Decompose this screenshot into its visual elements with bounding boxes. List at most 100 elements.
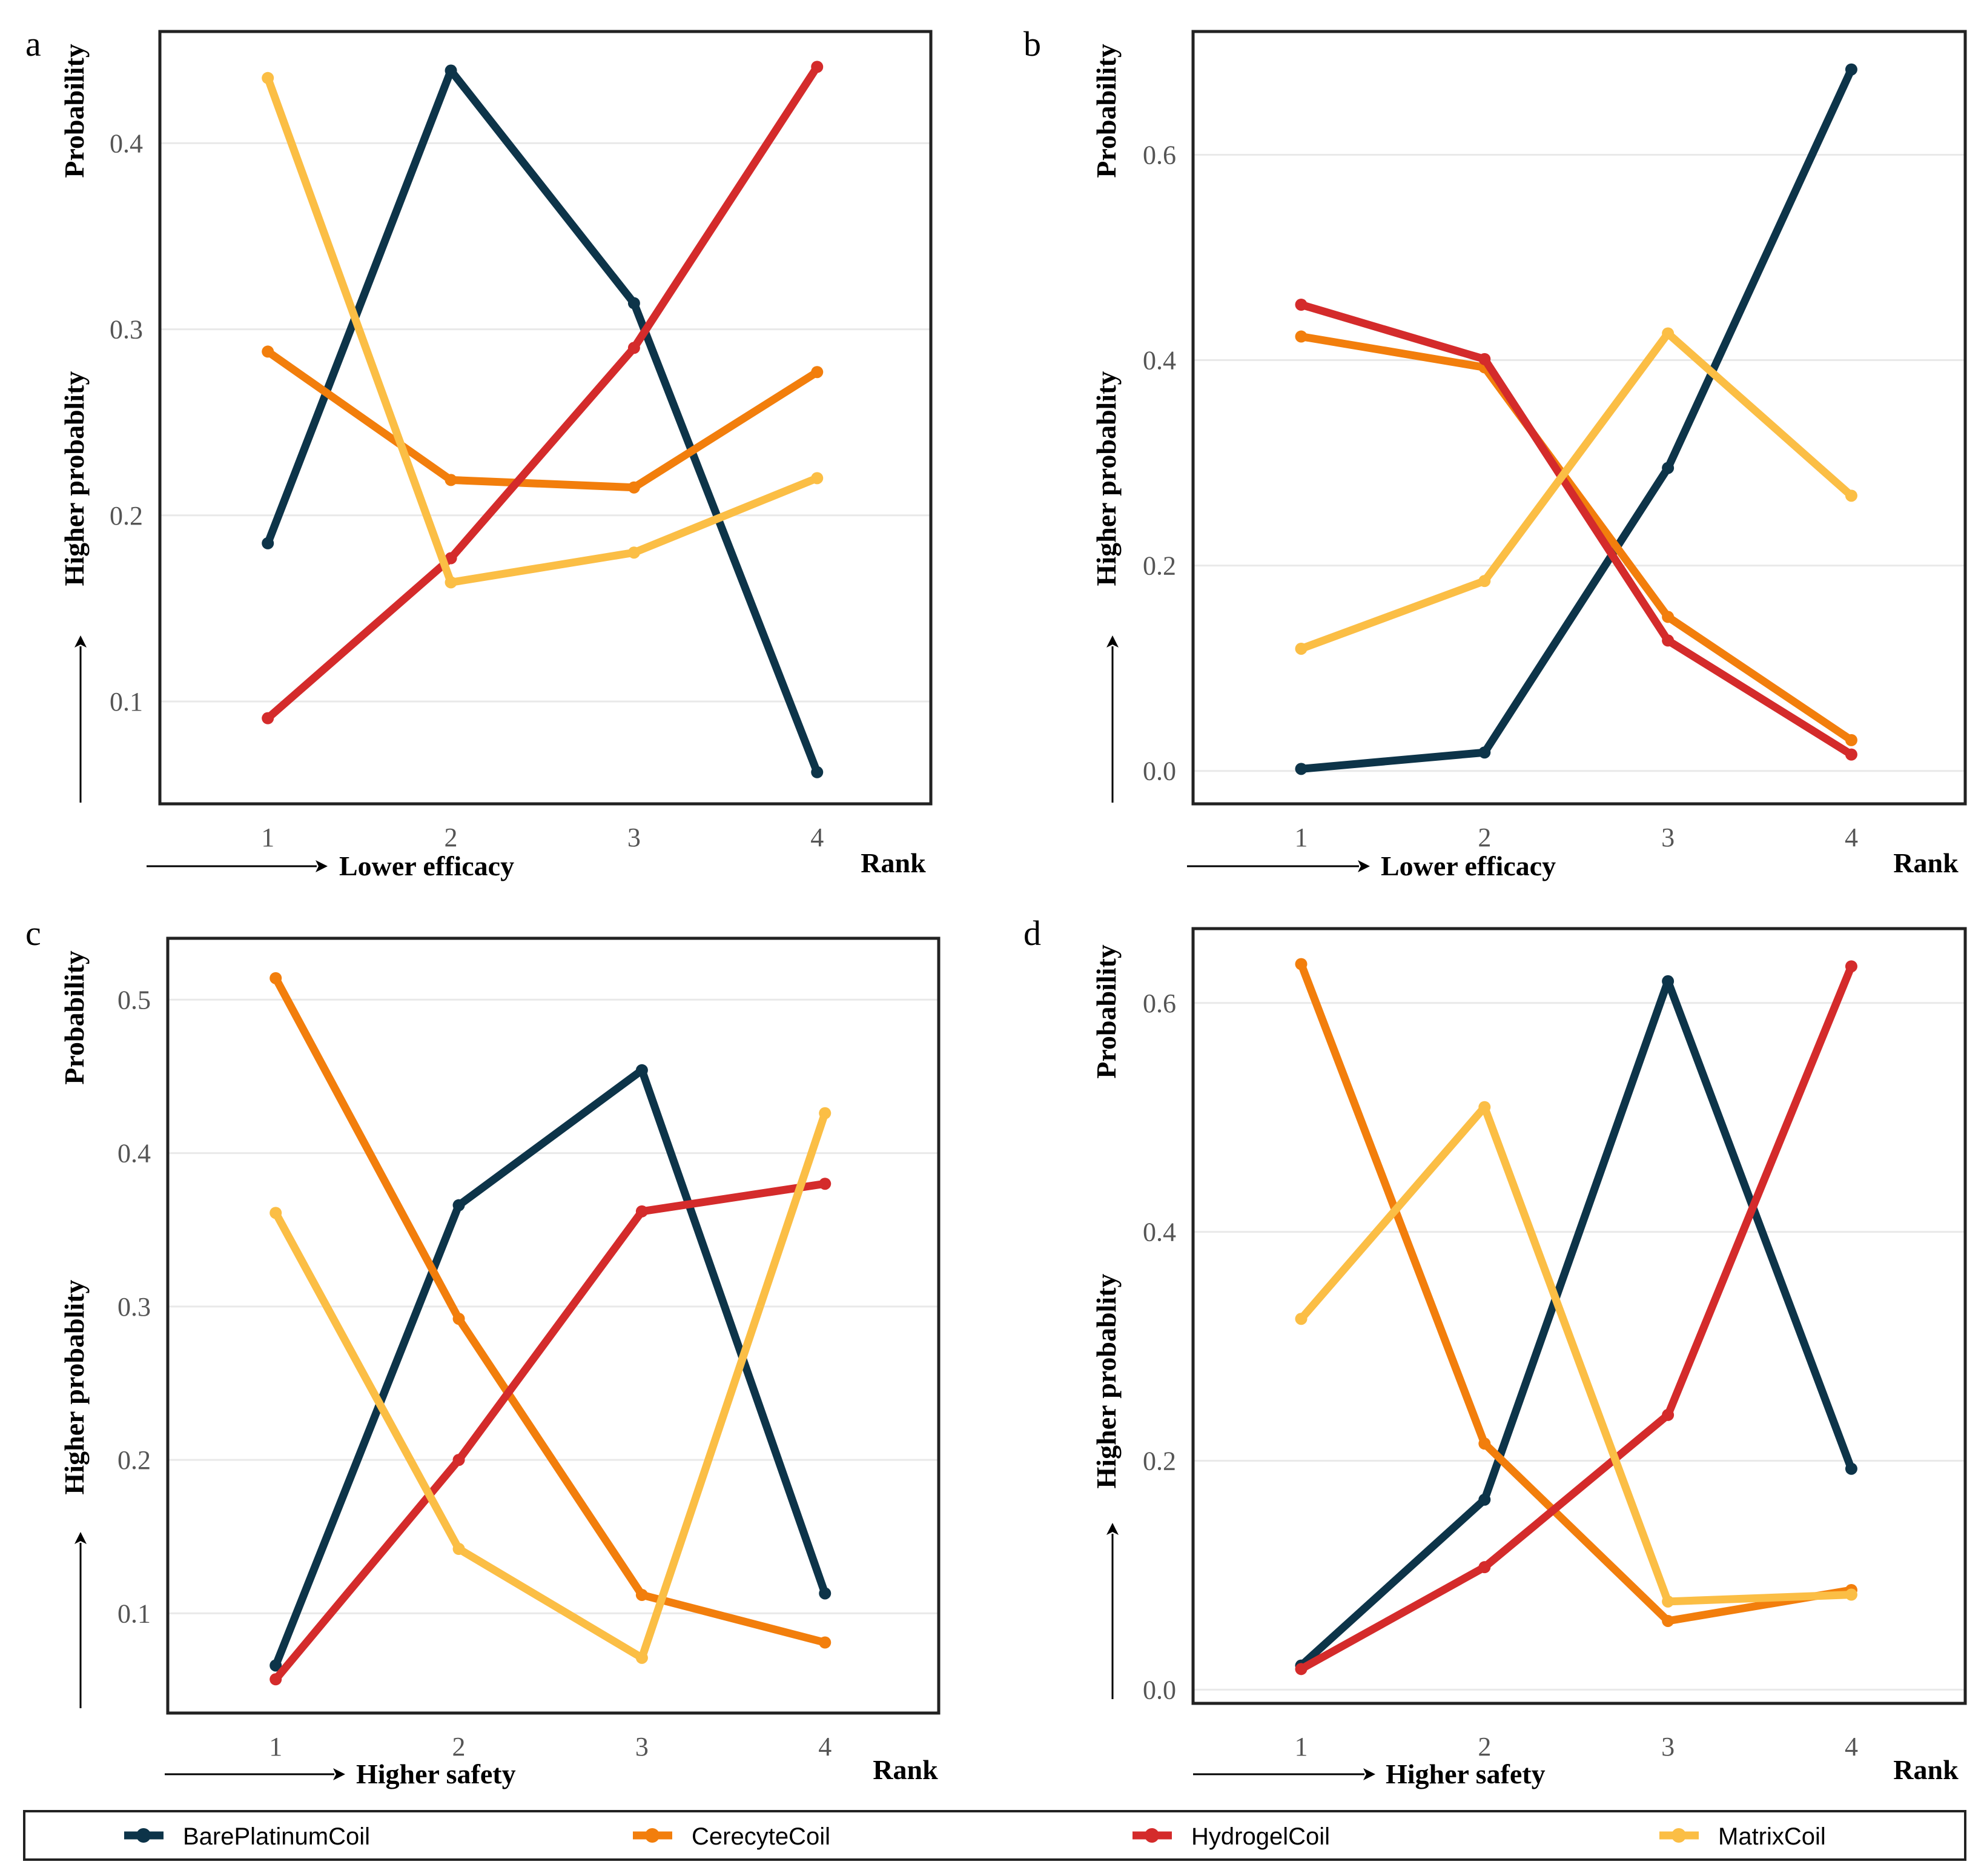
data-point-HydrogelCoil [819,1178,832,1190]
data-point-CerecyteCoil [269,972,282,984]
series-line-BarePlatinumCoil [263,67,821,777]
y-direction-label: Higher probablity [59,1280,90,1495]
legend-swatch-point [645,1828,660,1843]
y-axis-title: Probability [1091,44,1122,178]
plot-frame [1191,927,1967,1705]
series-line-BarePlatinumCoil [271,1066,829,1669]
y-tick-label: 0.5 [117,985,151,1015]
series-line-MatrixCoil [1297,329,1856,653]
data-point-MatrixCoil [1295,642,1308,655]
panel-letter: c [25,913,41,953]
data-point-BarePlatinumCoil [1478,1493,1491,1506]
legend-label: BarePlatinumCoil [183,1823,370,1850]
data-point-HydrogelCoil [1478,353,1491,365]
y-tick-label: 0.2 [1143,551,1176,581]
legend-box [23,1810,1966,1861]
panel-d: 0.0 0.2 0.4 0.6 1 2 3 4 d Rank Higher safety Probab… [1023,913,1967,1789]
data-point-MatrixCoil [1845,1588,1857,1601]
panel-letter: d [1023,913,1041,953]
data-point-CerecyteCoil [1662,1614,1675,1627]
x-tick-label: 4 [818,1732,832,1762]
y-axis-title: Probability [59,44,90,178]
x-tick-label: 1 [1295,823,1308,852]
data-point-BarePlatinumCoil [1662,462,1675,474]
data-point-BarePlatinumCoil [1662,975,1675,987]
x-tick-label: 2 [1478,823,1491,852]
data-point-HydrogelCoil [1845,748,1857,761]
legend-swatch-point [1672,1828,1686,1843]
data-point-MatrixCoil [269,1207,282,1219]
data-point-CerecyteCoil [811,366,824,379]
series-line-MatrixCoil [271,1109,829,1662]
data-point-MatrixCoil [445,576,457,589]
y-tick-label: 0.3 [117,1292,151,1322]
legend-label: HydrogelCoil [1191,1823,1330,1850]
legend-item-CerecyteCoil: CerecyteCoil [633,1823,830,1850]
y-tick-label: 0.4 [117,1139,151,1168]
y-direction-label: Higher probablity [1091,371,1122,586]
x-tick-label: 1 [1295,1732,1308,1762]
legend-item-MatrixCoil: MatrixCoil [1659,1823,1826,1850]
y-tick-label: 0.2 [117,1445,151,1475]
y-tick-label: 0.2 [1143,1446,1176,1476]
series-line-MatrixCoil [1297,1103,1856,1606]
data-point-HydrogelCoil [262,712,274,724]
x-tick-label: 2 [1478,1732,1491,1762]
data-point-MatrixCoil [452,1543,465,1556]
data-point-BarePlatinumCoil [1845,63,1857,76]
legend: BarePlatinumCoil CerecyteCoil HydrogelCoil… [23,1810,1966,1861]
x-tick-label: 1 [261,823,274,852]
data-point-HydrogelCoil [1662,1408,1675,1421]
y-tick-label: 0.4 [1143,346,1176,376]
y-direction-label: Higher probablity [1091,1274,1122,1489]
panel-b: 0.0 0.2 0.4 0.6 1 2 3 4 b Rank Lower efficacy Proba… [1023,24,1967,881]
data-point-CerecyteCoil [819,1636,832,1649]
data-point-CerecyteCoil [1845,734,1857,746]
plot-frame [158,30,933,806]
data-point-BarePlatinumCoil [819,1587,832,1600]
y-direction-label: Higher probablity [59,371,90,586]
y-tick-label: 0.3 [110,315,143,345]
panel-letter: b [1023,24,1041,64]
data-point-BarePlatinumCoil [1478,746,1491,759]
data-point-MatrixCoil [1662,1595,1675,1608]
data-point-HydrogelCoil [1295,298,1308,311]
data-point-CerecyteCoil [635,1588,648,1601]
legend-swatch-point [136,1828,151,1843]
y-tick-label: 0.2 [110,501,143,531]
data-point-HydrogelCoil [1295,1663,1308,1675]
y-axis-title: Probability [1091,944,1122,1079]
x-direction-label: Lower efficacy [1381,850,1556,881]
panel-letter: a [25,24,41,64]
legend-swatch-point [1145,1828,1159,1843]
data-point-CerecyteCoil [1662,611,1675,623]
y-tick-label: 0.4 [1143,1218,1176,1247]
y-tick-label: 0.1 [110,687,143,717]
series-line-HydrogelCoil [263,62,821,723]
legend-item-HydrogelCoil: HydrogelCoil [1133,1823,1330,1850]
series-line-HydrogelCoil [271,1179,829,1683]
y-tick-label: 0.6 [1143,989,1176,1018]
data-point-CerecyteCoil [1295,958,1308,970]
x-tick-label: 3 [1661,823,1675,852]
x-tick-label: 1 [269,1732,282,1762]
data-point-CerecyteCoil [1478,1437,1491,1450]
y-axis-title: Probability [59,950,90,1085]
x-axis-title: Rank [1893,847,1959,878]
series-line-HydrogelCoil [1297,962,1856,1673]
y-tick-label: 0.6 [1143,140,1176,170]
data-point-MatrixCoil [1295,1313,1308,1325]
x-axis-title: Rank [1893,1754,1959,1785]
data-point-BarePlatinumCoil [1845,1462,1857,1475]
data-point-MatrixCoil [1662,327,1675,340]
data-point-BarePlatinumCoil [1295,763,1308,775]
y-tick-label: 0.4 [110,128,143,158]
data-point-BarePlatinumCoil [452,1199,465,1211]
plot-frame [1191,30,1967,806]
data-point-HydrogelCoil [627,342,640,354]
x-direction-label: Higher safety [356,1758,516,1789]
series-line-BarePlatinumCoil [1297,977,1856,1670]
data-point-BarePlatinumCoil [627,297,640,310]
data-point-HydrogelCoil [635,1205,648,1218]
legend-label: MatrixCoil [1718,1823,1826,1850]
